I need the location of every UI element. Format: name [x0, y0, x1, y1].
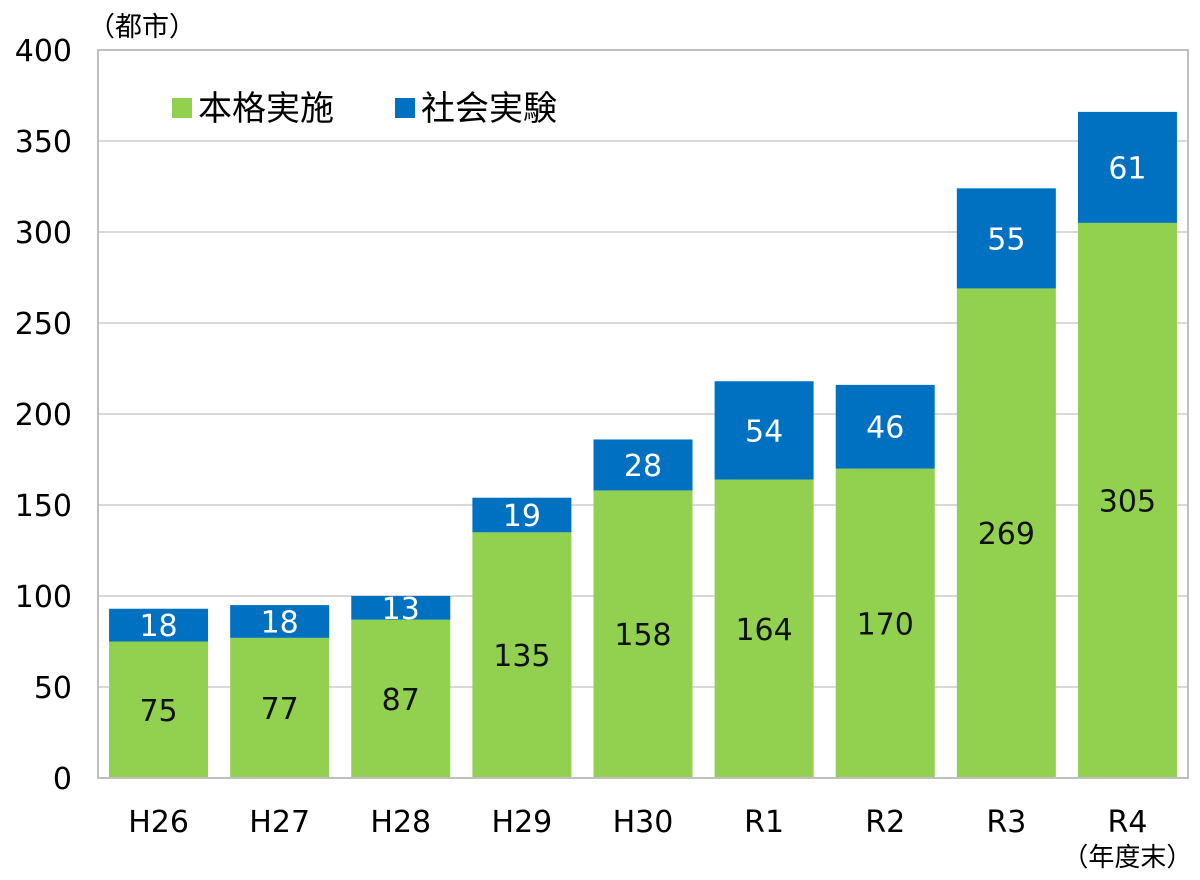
data-label-shakai-H29: 19	[503, 499, 541, 534]
legend-label-honkaku: 本格実施	[198, 89, 334, 129]
bars	[109, 111, 1177, 778]
legend-swatch-honkaku	[172, 98, 192, 118]
x-tick-label: R4	[1107, 805, 1147, 840]
bar-segment-shakai-R4	[1077, 111, 1177, 223]
data-labels: 75 18 77 18 87 13 135 19 158 28 164 54 170 46 269 55 305…	[139, 151, 1156, 728]
data-label-honkaku-H29: 135	[493, 639, 550, 674]
bar-segment-honkaku-R1	[714, 479, 814, 778]
y-tick-label: 400	[15, 34, 72, 69]
data-label-shakai-R1: 54	[745, 414, 783, 449]
bar-segment-shakai-H28	[351, 596, 451, 620]
y-tick-label: 200	[15, 398, 72, 433]
x-axis-ticks: H26 H27 H28 H29 H30 R1 R2 R3 R4	[128, 805, 1147, 840]
bar-segment-honkaku-R2	[835, 468, 935, 778]
x-tick-label: H28	[370, 805, 431, 840]
y-tick-label: 250	[15, 307, 72, 342]
data-label-honkaku-H28: 87	[382, 683, 420, 718]
x-tick-label: H27	[249, 805, 310, 840]
y-tick-label: 350	[15, 125, 72, 160]
bar-segment-shakai-H26	[109, 608, 209, 642]
plot-area-border	[97, 49, 1189, 779]
x-tick-label: R3	[986, 805, 1026, 840]
y-tick-label: 150	[15, 489, 72, 524]
data-label-shakai-R3: 55	[987, 222, 1025, 257]
data-label-honkaku-H30: 158	[614, 618, 671, 653]
bar-segment-honkaku-H30	[593, 490, 693, 778]
data-label-shakai-H26: 18	[139, 609, 177, 644]
data-label-honkaku-H26: 75	[139, 694, 177, 729]
data-label-honkaku-R3: 269	[978, 517, 1035, 552]
data-label-shakai-H30: 28	[624, 449, 662, 484]
x-tick-label: R2	[865, 805, 905, 840]
bar-segment-honkaku-R3	[956, 288, 1056, 778]
bar-segment-shakai-R2	[835, 384, 935, 469]
legend: 本格実施 社会実験	[172, 89, 557, 129]
y-tick-label: 50	[34, 671, 72, 706]
y-axis-unit-label: （都市）	[88, 12, 196, 43]
y-tick-label: 100	[15, 580, 72, 615]
bar-segment-honkaku-H29	[472, 532, 572, 778]
bar-segment-honkaku-R4	[1077, 222, 1177, 778]
bar-segment-shakai-H27	[230, 605, 330, 638]
legend-label-shakai: 社会実験	[421, 89, 557, 129]
legend-swatch-shakai	[395, 98, 415, 118]
bar-segment-shakai-R3	[956, 188, 1056, 289]
data-label-honkaku-R4: 305	[1099, 484, 1156, 519]
x-tick-label: R1	[744, 805, 784, 840]
bar-segment-honkaku-H26	[109, 641, 209, 778]
data-label-honkaku-R1: 164	[735, 613, 792, 648]
bar-segment-shakai-R1	[714, 381, 814, 480]
y-tick-label: 300	[15, 216, 72, 251]
data-label-honkaku-H27: 77	[261, 692, 299, 727]
data-label-shakai-H28: 13	[382, 592, 420, 627]
x-tick-label: H29	[492, 805, 553, 840]
bar-segment-shakai-H30	[593, 439, 693, 491]
data-label-shakai-H27: 18	[261, 605, 299, 640]
y-axis-ticks: 0 50 100 150 200 250 300 350 400	[15, 34, 72, 797]
x-axis-category-note: （年度末）	[1062, 843, 1192, 873]
data-label-shakai-R2: 46	[866, 411, 904, 446]
bar-segment-honkaku-H27	[230, 637, 330, 778]
data-label-honkaku-R2: 170	[857, 607, 914, 642]
x-tick-label: H30	[613, 805, 674, 840]
y-tick-label: 0	[53, 762, 72, 797]
bar-segment-shakai-H29	[472, 497, 572, 533]
bar-segment-honkaku-H28	[351, 619, 451, 778]
data-label-shakai-R4: 61	[1108, 151, 1146, 186]
x-tick-label: H26	[128, 805, 189, 840]
